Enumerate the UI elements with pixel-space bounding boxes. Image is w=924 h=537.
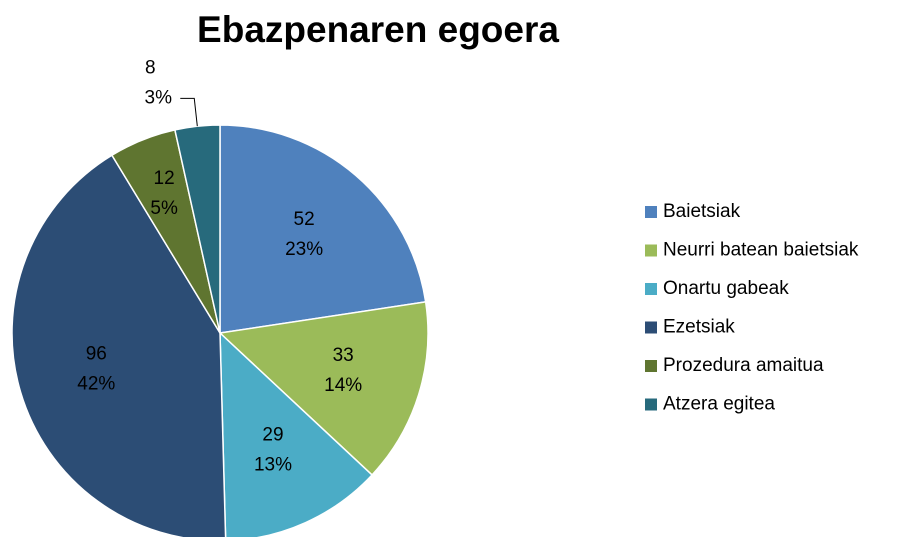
percent-label: 14% [324,375,362,396]
percent-label: 3% [145,87,173,108]
pie-slice [174,124,221,334]
data-label: 96 [86,344,107,365]
percent-label: 42% [77,374,115,395]
legend-label: Atzera egitea [663,394,775,415]
legend-swatch [645,398,657,411]
data-label: 29 [262,425,283,446]
data-label: 8 [145,57,156,78]
legend-swatch [645,206,657,218]
legend-swatch [645,244,657,257]
pie-slice [218,301,429,477]
percent-label: 23% [285,239,323,260]
chart-title: Ebazpenaren egoera [197,9,559,50]
percent-label: 5% [150,198,178,219]
legend-label: Prozedura amaitua [663,355,824,376]
legend-swatch [645,283,657,295]
pie-slice [219,331,374,537]
data-label: 33 [333,345,354,366]
pie-slice [11,154,227,537]
legend-label: Onartu gabeak [663,278,789,299]
legend-swatch [645,321,657,334]
leader-line [180,97,198,127]
legend-swatch [645,360,657,372]
percent-label: 13% [254,455,292,476]
pie-slice [219,124,427,334]
data-label: 52 [294,209,315,230]
data-label: 12 [154,168,175,189]
legend-label: Neurri batean baietsiak [663,240,859,261]
legend-label: Ezetsiak [663,317,735,338]
legend-label: Baietsiak [663,201,741,222]
